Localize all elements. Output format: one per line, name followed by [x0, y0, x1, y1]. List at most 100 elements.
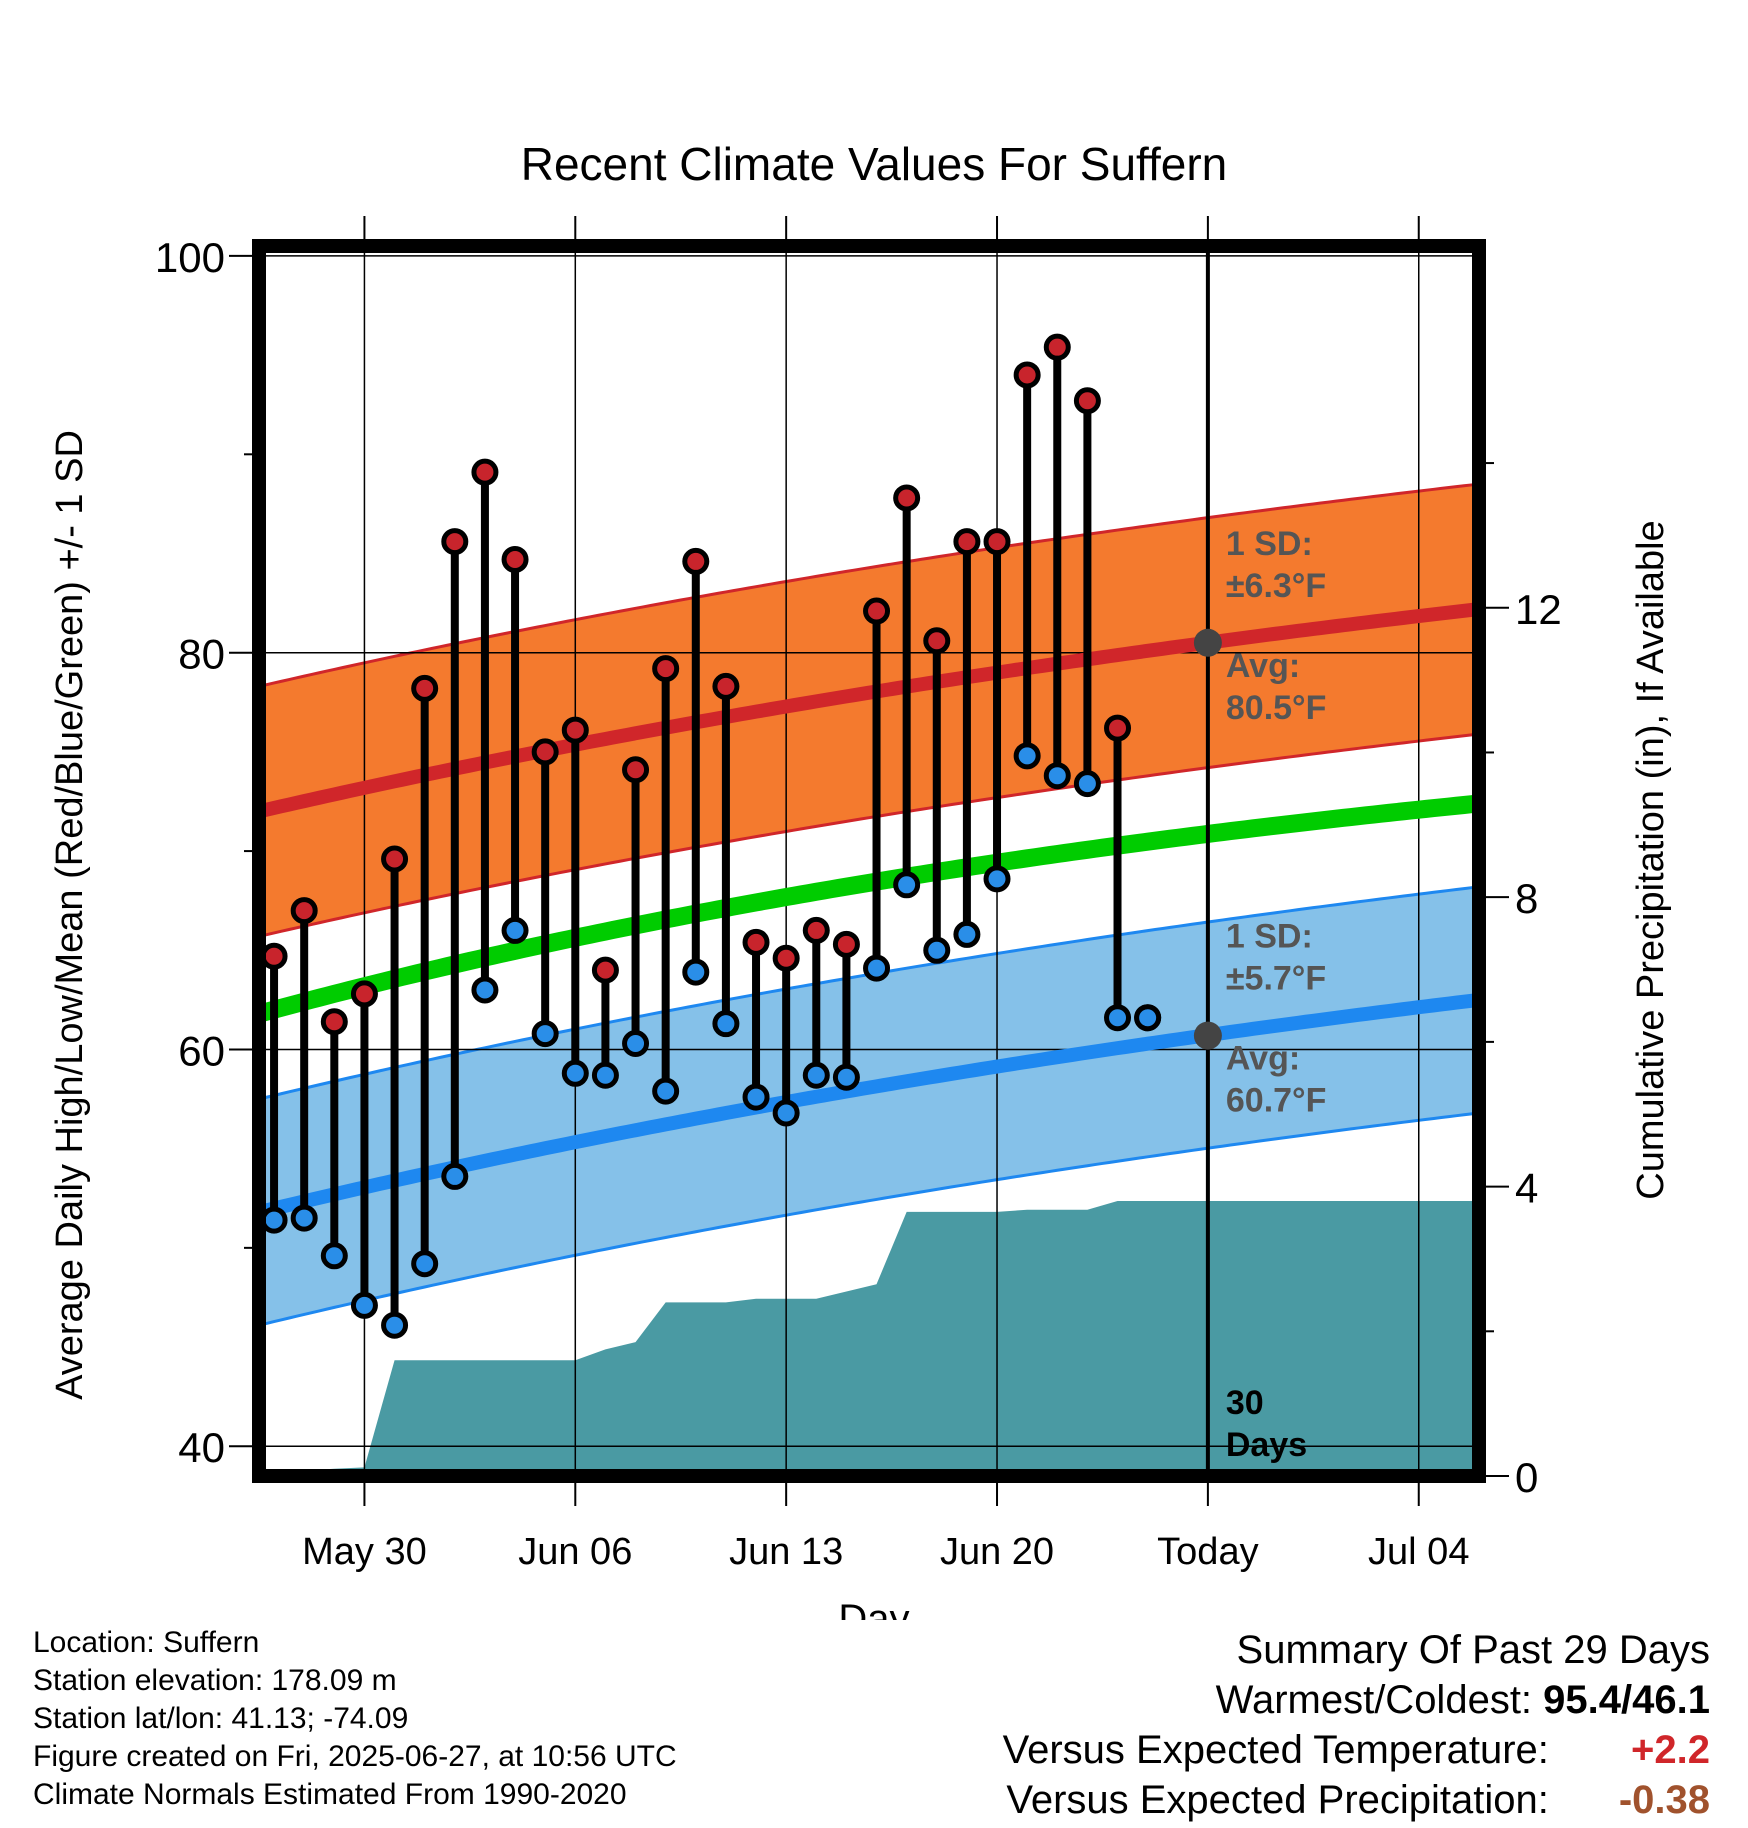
y2-tick-label: 8	[1515, 875, 1538, 922]
daily-low-point	[1134, 1004, 1162, 1032]
location-text: Location: Suffern	[33, 1626, 260, 1659]
daily-low-point	[893, 871, 921, 899]
y-axis-label: Average Daily High/Low/Mean (Red/Blue/Gr…	[49, 430, 91, 1400]
daily-low-point	[832, 1063, 860, 1091]
daily-low-point	[1073, 770, 1101, 798]
daily-high-point	[411, 674, 439, 702]
precip-value: -0.38	[1618, 1778, 1710, 1822]
y2-tick-label: 0	[1515, 1454, 1538, 1501]
y2-tick-label: 4	[1515, 1165, 1538, 1212]
y-tick-label: 60	[178, 1027, 225, 1074]
daily-low-point	[320, 1242, 348, 1270]
normal-high-lower-edge	[259, 732, 1479, 938]
normals-text: Climate Normals Estimated From 1990-2020	[33, 1778, 627, 1811]
temp-row: Versus Expected Temperature: +2.2	[1003, 1725, 1710, 1775]
daily-low-point	[652, 1077, 680, 1105]
daily-high-point	[953, 528, 981, 556]
daily-low-point	[260, 1206, 288, 1234]
x-tick-label: Jun 20	[940, 1531, 1054, 1573]
y-tick-label: 80	[178, 631, 225, 678]
daily-low-point	[1013, 742, 1041, 770]
daily-low-point	[682, 958, 710, 986]
normal-high-line	[259, 602, 1479, 819]
elevation-text: Station elevation: 178.09 m	[33, 1664, 397, 1697]
x-tick-label: Jul 04	[1368, 1531, 1469, 1573]
daily-high-point	[923, 627, 951, 655]
x-tick-label: Today	[1157, 1531, 1258, 1573]
normal-high-upper-edge	[259, 482, 1479, 688]
daily-low-point	[772, 1099, 800, 1127]
daily-high-point	[471, 458, 499, 486]
daily-high-point	[772, 944, 800, 972]
summary-panel: Summary Of Past 29 Days Warmest/Coldest:…	[1003, 1625, 1710, 1825]
precip-row: Versus Expected Precipitation: -0.38	[1003, 1775, 1710, 1825]
y2-tick-label: 12	[1515, 586, 1562, 633]
daily-low-point	[953, 920, 981, 948]
precip-label: Versus Expected Precipitation:	[1006, 1778, 1549, 1822]
daily-high-point	[742, 928, 770, 956]
daily-high-point	[381, 845, 409, 873]
daily-low-point	[350, 1291, 378, 1319]
daily-high-point	[1104, 714, 1132, 742]
daily-high-point	[350, 980, 378, 1008]
daily-high-point	[983, 528, 1011, 556]
low-sd-label: 1 SD:	[1226, 918, 1313, 956]
daily-high-point	[591, 956, 619, 984]
normal-high-band	[259, 484, 1479, 937]
x-axis-label: Day	[838, 1597, 909, 1620]
x-tick-label: May 30	[302, 1531, 427, 1573]
daily-high-point	[441, 528, 469, 556]
temp-value: +2.2	[1631, 1728, 1710, 1772]
warmest-row: Warmest/Coldest: 95.4/46.1	[1003, 1675, 1710, 1725]
daily-high-point	[863, 597, 891, 625]
high-avg-label: Avg:	[1226, 647, 1300, 685]
created-text: Figure created on Fri, 2025-06-27, at 10…	[33, 1740, 677, 1773]
station-info: Location: Suffern Station elevation: 178…	[33, 1624, 677, 1814]
temp-label: Versus Expected Temperature:	[1002, 1728, 1549, 1772]
daily-high-point	[622, 756, 650, 784]
climate-chart: Recent Climate Values For Suffern 1 SD: ±…	[49, 138, 1672, 1620]
daily-high-point	[1073, 387, 1101, 415]
y-tick-label: 100	[155, 234, 225, 281]
daily-high-point	[802, 916, 830, 944]
warmest-value: 95.4/46.1	[1543, 1678, 1710, 1722]
daily-low-point	[923, 936, 951, 964]
daily-high-point	[561, 716, 589, 744]
daily-low-point	[381, 1311, 409, 1339]
daily-high-point	[712, 672, 740, 700]
plot-frame	[252, 239, 1486, 1483]
normal-mean-line	[259, 794, 1479, 1023]
daily-high-point	[893, 484, 921, 512]
x-tick-label: Jun 13	[729, 1531, 843, 1573]
daily-low-point	[1104, 1004, 1132, 1032]
daily-high-point	[531, 738, 559, 766]
daily-high-point	[652, 655, 680, 683]
precip-area	[274, 1201, 1476, 1476]
chart-title: Recent Climate Values For Suffern	[521, 138, 1228, 190]
daily-low-point	[591, 1061, 619, 1089]
daily-low-point	[561, 1059, 589, 1087]
daily-low-point	[531, 1020, 559, 1048]
daily-high-point	[290, 897, 318, 925]
high-avg-marker	[1193, 628, 1222, 657]
x-tick-label: Jun 06	[518, 1531, 632, 1573]
daily-high-point	[1043, 333, 1071, 361]
days-count-label-2: Days	[1226, 1426, 1307, 1464]
days-count-label: 30	[1226, 1384, 1264, 1422]
daily-low-point	[712, 1010, 740, 1038]
daily-high-point	[501, 545, 529, 573]
daily-low-point	[742, 1083, 770, 1111]
plot-area: 1 SD: ±6.3°F Avg: 80.5°F 1 SD: ±5.7°F Avg: 60.7…	[155, 216, 1562, 1573]
daily-low-point	[441, 1162, 469, 1190]
warmest-label: Warmest/Coldest:	[1215, 1678, 1533, 1722]
y2-axis-label: Cumulative Precipitation (in), If Availa…	[1630, 520, 1672, 1199]
low-sd-value: ±5.7°F	[1226, 960, 1326, 998]
daily-low-point	[501, 916, 529, 944]
low-avg-value: 60.7°F	[1226, 1082, 1327, 1120]
high-avg-value: 80.5°F	[1226, 689, 1327, 727]
y-tick-label: 40	[178, 1424, 225, 1471]
summary-title: Summary Of Past 29 Days	[1236, 1628, 1710, 1672]
daily-low-point	[1043, 762, 1071, 790]
low-avg-marker	[1193, 1021, 1222, 1050]
daily-high-point	[682, 547, 710, 575]
